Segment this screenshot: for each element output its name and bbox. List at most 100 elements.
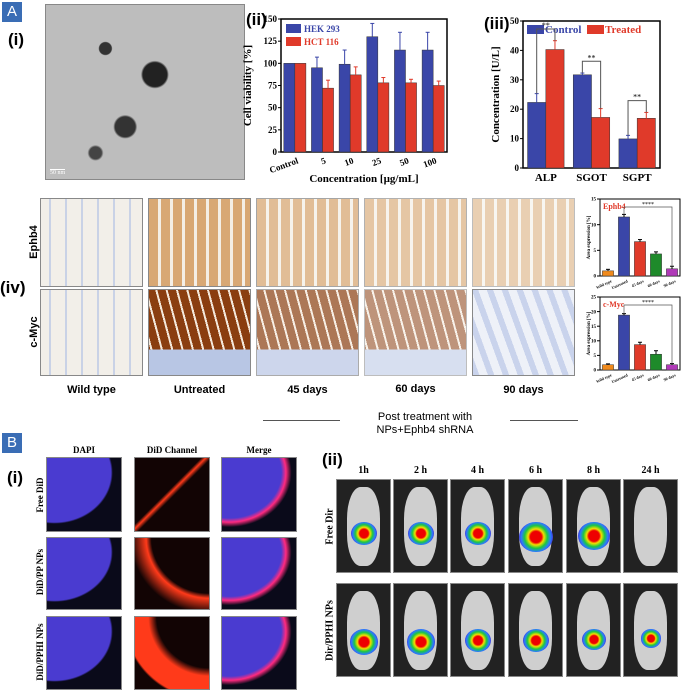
category-label: 10 (343, 155, 355, 168)
significance-bracket (623, 206, 673, 267)
legend-label: Control (545, 24, 581, 36)
y-tick-label: 150 (264, 14, 278, 24)
bar-control (527, 102, 547, 169)
ihc-ephb4-wildtype (40, 198, 143, 287)
bar-60-days (650, 353, 662, 371)
bar-wild-type (602, 270, 614, 277)
time-label: 6 h (528, 465, 543, 476)
category-label: 60 days (647, 372, 661, 382)
bar-hek-293 (311, 67, 323, 153)
category-label: Wild type (595, 278, 612, 290)
significance-label: ** (542, 21, 550, 30)
ihc-cmyc-60days (364, 289, 467, 376)
tem-image: 50 nm (45, 4, 245, 180)
ihc-cmyc-wildtype (40, 289, 143, 376)
ihc-cmyc-45days (256, 289, 359, 376)
category-label: Untreated (611, 372, 629, 384)
y-tick-label: 0 (594, 369, 597, 374)
legend-swatch (286, 37, 301, 46)
bar-untreated (618, 216, 630, 277)
fluor-did-pp (134, 537, 210, 610)
ivis-image (336, 479, 391, 573)
panel-a-label: A (2, 2, 22, 22)
col-label-did: DiD Channel (146, 445, 198, 455)
signal-heatmap (406, 629, 436, 655)
time-label: 24 h (641, 465, 660, 476)
fluor-merge-pphi (221, 616, 297, 690)
bar-hct-116 (377, 82, 390, 153)
category-label: Untreated (611, 278, 629, 290)
y-axis-label: Cell viability [%] (242, 45, 254, 126)
y-tick-label: 40 (510, 45, 520, 55)
signal-heatmap (408, 522, 434, 546)
signal-heatmap (465, 522, 491, 546)
ivis-image (508, 479, 563, 573)
category-label: 50 (398, 155, 410, 168)
time-label: 8 h (586, 465, 601, 476)
y-tick-label: 0 (273, 147, 278, 157)
y-tick-label: 0 (594, 275, 597, 280)
significance-label: ** (588, 53, 596, 62)
bar-hct-116 (349, 74, 362, 153)
significance-label: **** (642, 202, 654, 208)
legend-swatch (587, 25, 604, 34)
category-label: 90 days (663, 278, 677, 288)
bar-hct-116 (432, 85, 445, 153)
y-tick-label: 5 (594, 354, 597, 359)
ivis-image (566, 479, 621, 573)
y-axis-label: Area expression [%] (587, 215, 592, 259)
scale-bar: 50 nm (50, 169, 66, 176)
bar-60-days (650, 253, 662, 277)
y-tick-label: 0 (515, 163, 520, 173)
ivis-image (336, 583, 391, 677)
category-label: 60 days (647, 278, 661, 288)
bar-hct-116 (294, 63, 307, 153)
panel-iv-label: (iv) (0, 278, 26, 297)
ivis-row-label: Free Dir (324, 508, 336, 545)
bar-treated (545, 49, 565, 169)
y-axis-label: Concentration [U/L] (490, 46, 502, 142)
category-label: 45 days (631, 372, 645, 382)
panel-i-label: (i) (8, 30, 25, 49)
legend-label: HEK 293 (304, 24, 340, 34)
category-label: SGPT (623, 172, 652, 184)
y-tick-label: 15 (591, 198, 597, 203)
signal-heatmap (582, 629, 606, 651)
signal-heatmap (519, 522, 553, 553)
ivis-image (393, 479, 448, 573)
bar-hek-293 (283, 63, 296, 153)
bar-45-days (634, 344, 646, 371)
category-label: 45 days (631, 278, 645, 288)
ihc-ephb4-60days (364, 198, 467, 287)
significance-bracket (623, 304, 673, 364)
ivis-image (508, 583, 563, 677)
signal-heatmap (349, 629, 379, 655)
y-tick-label: 50 (510, 16, 520, 26)
fluor-merge-free (221, 457, 297, 532)
signal-heatmap (640, 629, 662, 648)
ivis-image (450, 479, 505, 573)
bar-wild-type (602, 364, 614, 371)
significance-bracket (627, 100, 647, 136)
bar-hek-293 (394, 49, 406, 153)
bar-control (572, 74, 592, 169)
panel-ii-label: (ii) (246, 10, 267, 29)
bar-90-days (666, 268, 678, 277)
signal-heatmap (465, 629, 491, 653)
ihc-cmyc-untreated (148, 289, 251, 376)
category-label: Wild type (595, 372, 612, 384)
ivis-row-label: Dir/PPHI NPs (324, 600, 336, 661)
time-label: 2 h (413, 465, 428, 476)
category-label: ALP (535, 172, 557, 184)
bar-45-days (634, 241, 646, 277)
ihc-ephb4-45days (256, 198, 359, 287)
fluor-merge-pp (221, 537, 297, 610)
row-label-ephb4: Ephb4 (28, 225, 40, 259)
significance-label: ** (633, 93, 641, 102)
y-tick-label: 50 (268, 103, 278, 113)
col-label-merge: Merge (246, 445, 272, 455)
y-tick-label: 125 (264, 36, 278, 46)
signal-heatmap (351, 522, 377, 546)
category-label: Control (268, 155, 300, 175)
